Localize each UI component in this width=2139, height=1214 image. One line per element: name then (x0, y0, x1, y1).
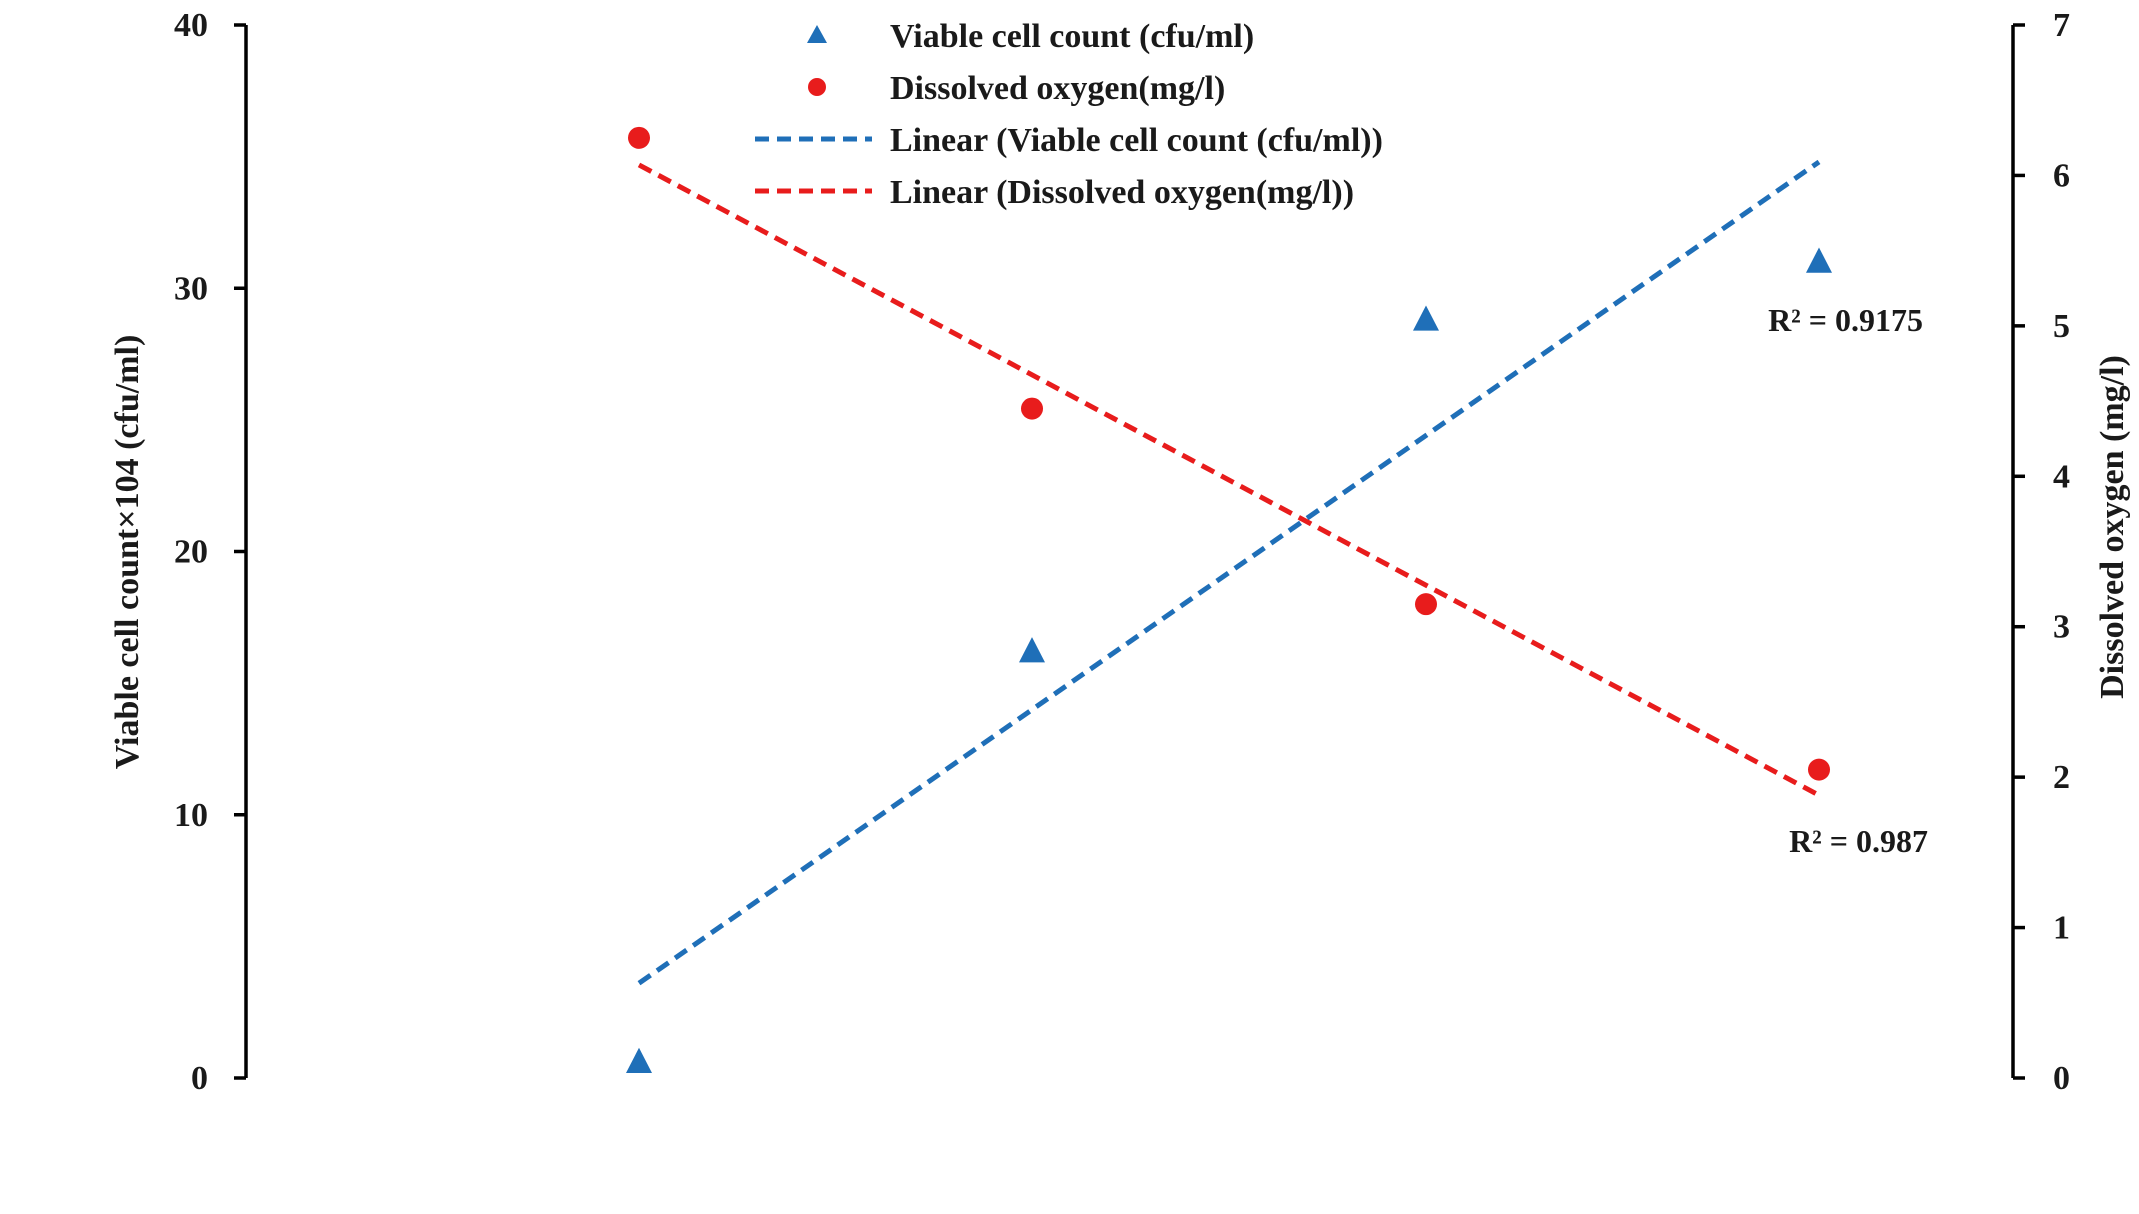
right-y-tick-label: 4 (2053, 458, 2070, 495)
left-y-tick-label: 10 (174, 797, 208, 834)
left-y-tick-label: 30 (174, 270, 208, 307)
right-y-tick-label: 2 (2053, 759, 2070, 796)
r2-label-viable: R² = 0.9175 (1768, 302, 1923, 338)
viable-cell-count-point (1413, 305, 1439, 331)
trendlines (637, 159, 1821, 986)
legend-label-dissolved-oxygen: Dissolved oxygen(mg/l) (890, 70, 1225, 107)
viable-cell-count-point (1806, 247, 1832, 273)
left-y-axis-label: Viable cell count×104 (cfu/ml) (109, 335, 146, 770)
viable-cell-count-point (1019, 637, 1045, 663)
legend: Viable cell count (cfu/ml) Dissolved oxyg… (755, 18, 1383, 211)
legend-circle-icon (808, 78, 826, 96)
left-y-tick-label: 20 (174, 534, 208, 571)
right-y-tick-label: 6 (2053, 157, 2070, 194)
viable-cell-count-point (626, 1047, 652, 1074)
data-markers (626, 126, 1832, 1074)
trendline-dissolved-oxygen (637, 162, 1821, 798)
dissolved-oxygen-point (628, 126, 650, 149)
right-y-ticks: 0 1 2 3 4 5 6 7 (2013, 7, 2070, 1097)
right-y-axis-label: Dissolved oxygen (mg/l) (2094, 355, 2131, 699)
right-y-tick-label: 1 (2053, 910, 2070, 947)
left-y-tick-label: 40 (174, 7, 208, 44)
right-y-tick-label: 7 (2053, 7, 2070, 44)
dissolved-oxygen-point (1808, 758, 1830, 781)
legend-label-linear-oxygen: Linear (Dissolved oxygen(mg/l)) (890, 174, 1354, 211)
right-y-tick-label: 5 (2053, 308, 2070, 345)
trendline-viable-cell-count (637, 159, 1821, 986)
left-y-tick-label: 0 (191, 1060, 208, 1097)
legend-label-linear-viable: Linear (Viable cell count (cfu/ml)) (890, 122, 1383, 159)
right-y-tick-label: 0 (2053, 1060, 2070, 1097)
r2-labels: R² = 0.9175 R² = 0.987 (1768, 302, 1928, 859)
legend-triangle-icon (807, 25, 827, 43)
dissolved-oxygen-point (1415, 593, 1437, 616)
r2-label-oxygen: R² = 0.987 (1789, 823, 1928, 859)
left-y-ticks: 0 10 20 30 40 (174, 7, 246, 1097)
right-y-tick-label: 3 (2053, 609, 2070, 646)
legend-label-viable-cell-count: Viable cell count (cfu/ml) (890, 18, 1254, 55)
dissolved-oxygen-point (1021, 397, 1043, 420)
